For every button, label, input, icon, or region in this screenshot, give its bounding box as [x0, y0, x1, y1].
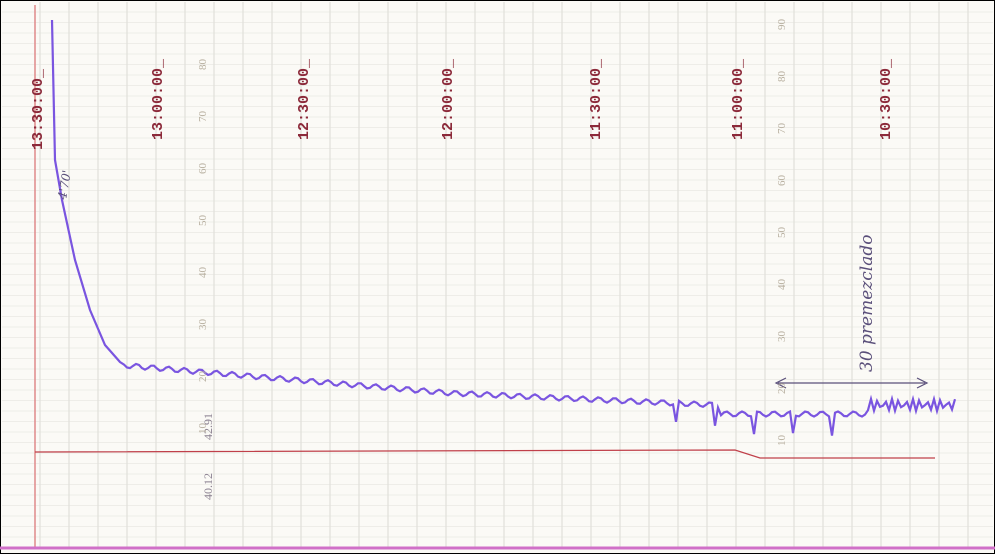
- handwritten-note: 30 premezclado: [857, 235, 877, 372]
- scale-label: 10: [776, 435, 788, 447]
- scale-label: 60: [197, 163, 209, 175]
- time-label: 13:00:00_: [150, 58, 167, 140]
- time-label: 12:00:00_: [440, 58, 457, 140]
- scale-label: 40: [776, 279, 788, 291]
- time-label: 10:30:00_: [878, 58, 895, 140]
- scale-label: 80: [776, 71, 788, 83]
- scale-label: 40: [197, 267, 209, 279]
- scale-label: 70: [197, 111, 209, 123]
- scale-label: 50: [197, 215, 209, 227]
- scale-label: 30: [197, 319, 209, 331]
- scale-label: 20: [197, 371, 209, 383]
- time-label: 11:00:00_: [730, 58, 747, 140]
- scale-label: 50: [776, 227, 788, 239]
- reading: 40.12: [201, 473, 215, 500]
- chart-paper-scan: 30 premezclado 4'70' 42.91 40.12 13:30:0…: [0, 0, 995, 554]
- time-label: 13:30:00_: [30, 68, 47, 150]
- time-label: 11:30:00_: [588, 58, 605, 140]
- scale-label: 80: [197, 59, 209, 71]
- scale-label: 60: [776, 175, 788, 187]
- time-label: 12:30:00_: [296, 58, 313, 140]
- scale-label: 30: [776, 331, 788, 343]
- scale-label: 20: [776, 383, 788, 395]
- scale-label: 70: [776, 123, 788, 135]
- scale-label: 10: [197, 423, 209, 435]
- scale-label: 90: [776, 19, 788, 31]
